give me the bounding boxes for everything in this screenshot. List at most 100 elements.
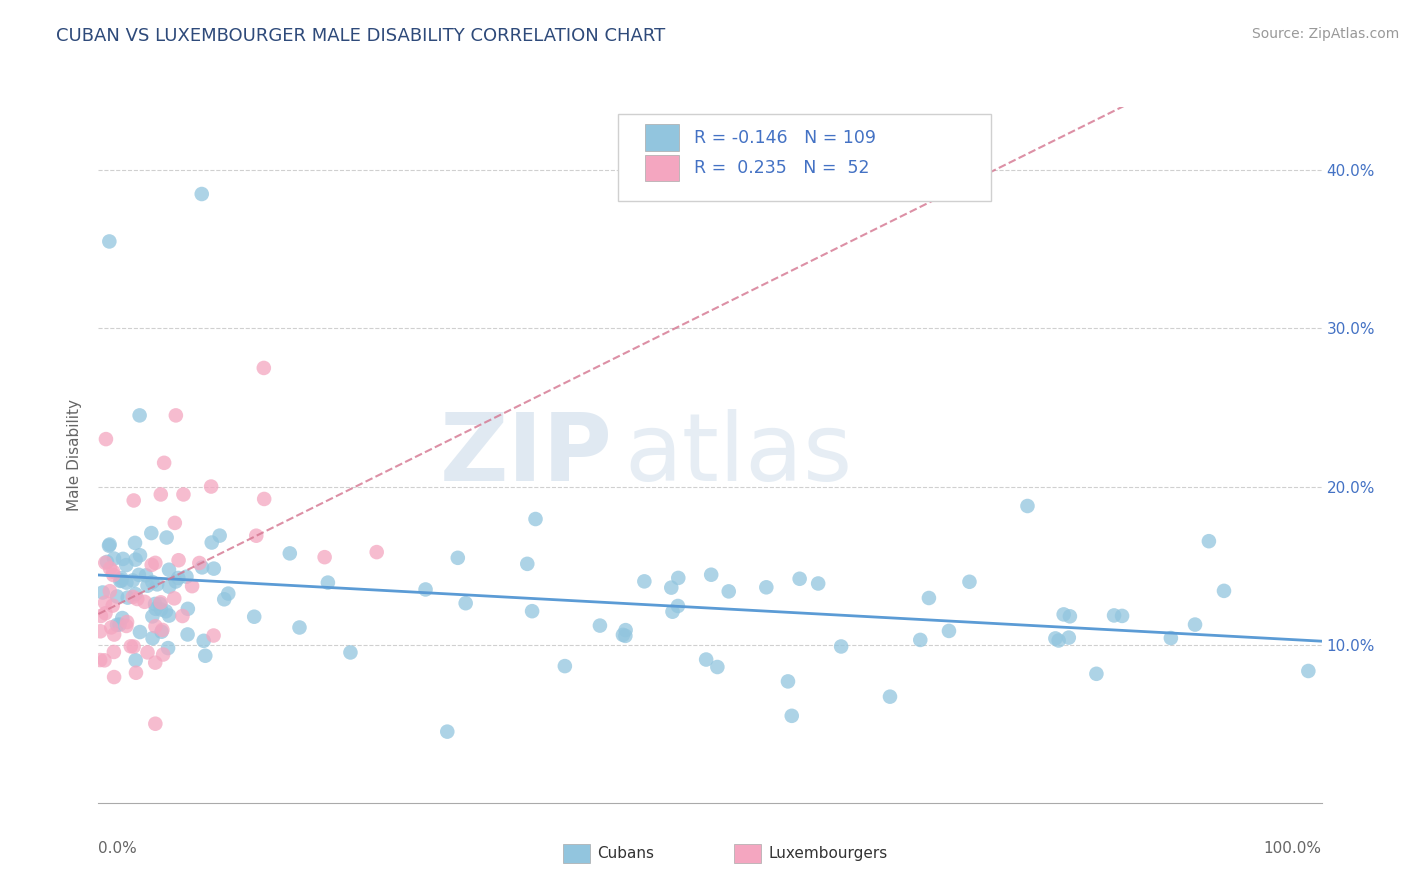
Point	[612, 628, 634, 642]
Point	[141, 632, 163, 646]
Point	[89, 624, 111, 639]
Point	[128, 409, 150, 423]
Point	[124, 552, 146, 566]
Point	[201, 535, 224, 549]
Point	[134, 595, 156, 609]
Point	[1198, 534, 1220, 549]
Point	[152, 623, 174, 637]
Point	[938, 624, 960, 638]
Point	[122, 590, 145, 604]
Point	[141, 609, 163, 624]
Point	[879, 690, 901, 704]
Point	[202, 628, 225, 642]
Point	[117, 591, 139, 605]
Point	[122, 493, 145, 508]
Point	[191, 560, 214, 574]
Point	[706, 660, 728, 674]
Point	[288, 620, 311, 634]
Point	[105, 590, 128, 604]
Point	[156, 531, 179, 545]
Point	[1057, 631, 1080, 645]
Point	[1017, 499, 1039, 513]
Point	[120, 640, 142, 654]
Text: 0.0%: 0.0%	[98, 841, 138, 856]
Point	[807, 576, 830, 591]
Point	[172, 487, 194, 501]
Point	[101, 599, 124, 613]
Point	[415, 582, 437, 597]
Point	[202, 561, 225, 575]
Point	[314, 550, 336, 565]
Point	[153, 456, 176, 470]
Point	[124, 536, 146, 550]
Point	[253, 360, 276, 375]
Point	[141, 575, 163, 590]
Point	[1184, 617, 1206, 632]
Point	[125, 665, 148, 680]
Point	[176, 627, 198, 641]
Point	[115, 558, 138, 573]
Point	[94, 596, 117, 610]
Point	[659, 581, 682, 595]
Point	[111, 611, 134, 625]
Point	[108, 617, 131, 632]
Point	[129, 625, 152, 640]
Point	[910, 632, 932, 647]
Point	[111, 552, 134, 566]
Point	[700, 567, 723, 582]
Point	[243, 609, 266, 624]
Point	[103, 670, 125, 684]
Point	[589, 618, 612, 632]
Point	[436, 724, 458, 739]
Point	[780, 708, 803, 723]
Point	[103, 551, 125, 566]
Point	[146, 577, 169, 591]
Point	[143, 716, 166, 731]
Point	[143, 556, 166, 570]
Point	[141, 558, 163, 572]
Point	[89, 653, 111, 667]
Point	[103, 627, 125, 641]
Point	[177, 602, 200, 616]
Point	[789, 572, 811, 586]
Point	[150, 602, 173, 616]
Point	[253, 491, 276, 506]
Point	[129, 549, 152, 563]
Text: Cubans: Cubans	[598, 847, 655, 861]
Point	[157, 563, 180, 577]
Point	[149, 597, 172, 611]
Point	[167, 571, 190, 585]
Point	[98, 235, 121, 249]
Point	[194, 648, 217, 663]
Point	[145, 602, 167, 616]
Point	[163, 516, 186, 530]
Point	[110, 574, 132, 588]
Point	[520, 604, 543, 618]
Point	[1047, 633, 1070, 648]
Point	[149, 595, 172, 609]
Text: ZIP: ZIP	[439, 409, 612, 501]
Point	[103, 645, 125, 659]
Point	[98, 561, 121, 575]
Text: CUBAN VS LUXEMBOURGER MALE DISABILITY CORRELATION CHART: CUBAN VS LUXEMBOURGER MALE DISABILITY CO…	[56, 27, 665, 45]
Text: Source: ZipAtlas.com: Source: ZipAtlas.com	[1251, 27, 1399, 41]
Point	[212, 592, 235, 607]
Point	[98, 539, 121, 553]
Point	[661, 605, 683, 619]
Point	[1059, 609, 1081, 624]
Point	[136, 579, 159, 593]
Point	[145, 619, 167, 633]
Point	[1045, 632, 1067, 646]
Text: R =  0.235   N =  52: R = 0.235 N = 52	[695, 160, 870, 178]
Point	[172, 609, 194, 624]
Point	[143, 656, 166, 670]
Point	[98, 584, 121, 599]
Text: atlas: atlas	[624, 409, 852, 501]
FancyBboxPatch shape	[619, 114, 991, 201]
Point	[136, 645, 159, 659]
Point	[101, 565, 124, 579]
Point	[176, 570, 198, 584]
Point	[524, 512, 547, 526]
Point	[157, 641, 180, 656]
Bar	[645, 155, 679, 181]
